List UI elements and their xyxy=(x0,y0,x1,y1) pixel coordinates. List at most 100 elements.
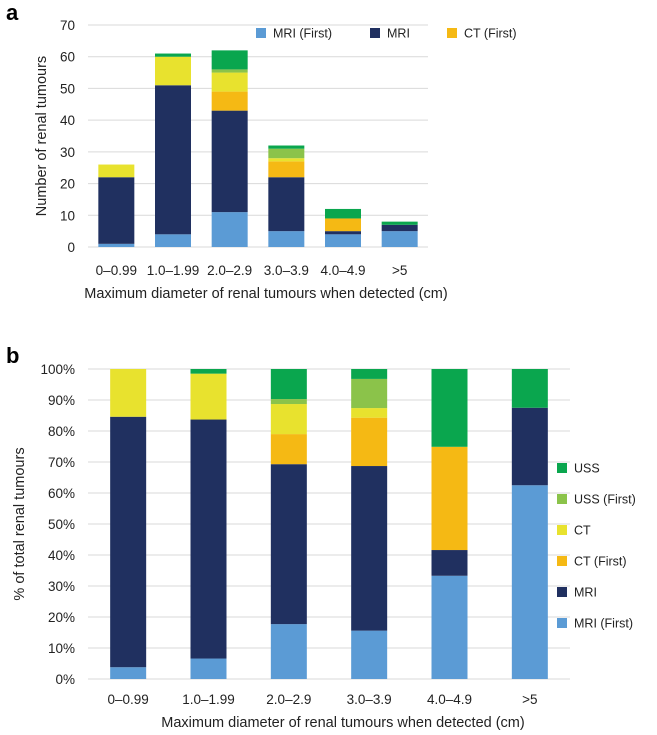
panel-a-bar-uss-3 xyxy=(211,50,248,70)
panel-b-bar-ct-first-5 xyxy=(431,446,468,551)
panel-b-bar-mri-2 xyxy=(190,419,227,659)
panel-b-legend-label-uss-first: USS (First) xyxy=(574,493,636,507)
panel-b-y-tick-label: 10% xyxy=(48,641,75,656)
panel-a-legend-swatch-ct-first xyxy=(447,28,457,38)
panel-a-x-tick-label: 0–0.99 xyxy=(96,263,137,278)
panel-a-bar-ct-first-5 xyxy=(325,218,361,232)
panel-a-y-tick-label: 40 xyxy=(60,113,75,128)
panel-a-x-axis-title: Maximum diameter of renal tumours when d… xyxy=(84,286,447,302)
panel-a-bar-uss-first-3 xyxy=(211,69,248,73)
panel-a-bar-mri-first-2 xyxy=(155,234,191,247)
panel-a-y-tick-label: 50 xyxy=(60,81,75,96)
panel-b-legend-swatch-uss xyxy=(557,463,567,473)
panel-b-x-tick-label: 2.0–2.9 xyxy=(266,692,311,707)
panel-a-bar-mri-5 xyxy=(325,231,361,235)
panel-b-bar-mri-first-4 xyxy=(351,630,388,679)
panel-a-x-tick-label: 2.0–2.9 xyxy=(207,263,252,278)
panel-a-bar-mri-first-6 xyxy=(381,231,418,247)
panel-b-bar-ct-first-3 xyxy=(270,434,307,465)
panel-b-bar-ct-2 xyxy=(190,373,227,420)
panel-a-bar-mri-2 xyxy=(155,85,191,235)
panel-b-legend-swatch-mri xyxy=(557,587,567,597)
panel-b-bar-uss-4 xyxy=(351,369,388,379)
panel-b-bar-uss-3 xyxy=(270,369,307,400)
panel-b-x-tick-label: 0–0.99 xyxy=(108,692,149,707)
panel-a-y-tick-label: 0 xyxy=(67,240,75,255)
panel-b-y-tick-label: 90% xyxy=(48,393,75,408)
panel-a-bar-uss-4 xyxy=(268,145,305,149)
panel-b-x-axis-title: Maximum diameter of renal tumours when d… xyxy=(161,715,524,731)
panel-a-chart: 0 10 20 30 40 50 60 70 0–0.99 1.0–1.99 2.0–2.9 3.0–… xyxy=(34,18,517,302)
panel-a-bar-ct-first-3 xyxy=(211,91,248,111)
panel-b-y-tick-label: 30% xyxy=(48,579,75,594)
panel-a-y-tick-label: 60 xyxy=(60,50,75,65)
panel-b-legend-label-mri: MRI xyxy=(574,586,597,600)
panel-b-legend-label-ct-first: CT (First) xyxy=(574,555,627,569)
panel-a-x-tick-label: 4.0–4.9 xyxy=(320,263,365,278)
panel-b-y-tick-label: 60% xyxy=(48,486,75,501)
panel-a-bar-ct-3 xyxy=(211,72,248,92)
panel-a-bar-uss-first-4 xyxy=(268,148,305,159)
panel-a-legend-label-mri: MRI xyxy=(387,27,410,41)
panel-b-y-tick-label: 20% xyxy=(48,610,75,625)
panel-a-x-tick-label: 1.0–1.99 xyxy=(147,263,200,278)
panel-a-bar-ct-1 xyxy=(98,164,135,178)
panel-a-legend-swatch-mri-first xyxy=(256,28,266,38)
panel-a-bar-mri-first-3 xyxy=(211,212,248,247)
panel-b-bar-mri-6 xyxy=(511,407,548,486)
panel-b-bar-mri-first-2 xyxy=(190,658,227,679)
panel-a-bar-uss-5 xyxy=(325,208,361,219)
panel-a-legend-label-ct-first: CT (First) xyxy=(464,27,517,41)
panel-a-y-tick-label: 70 xyxy=(60,18,75,33)
panel-b-y-tick-label: 70% xyxy=(48,455,75,470)
panel-a-bar-mri-3 xyxy=(211,110,248,213)
panel-b-bar-uss-first-4 xyxy=(351,378,388,409)
panel-a-bar-ct-2 xyxy=(155,56,191,86)
panel-a-bar-mri-4 xyxy=(268,177,305,232)
panel-b-legend-swatch-uss-first xyxy=(557,494,567,504)
panel-b-letter: b xyxy=(6,343,19,368)
panel-a-bar-mri-first-1 xyxy=(98,243,135,247)
panel-b-y-tick-label: 40% xyxy=(48,548,75,563)
panel-b-y-tick-label: 50% xyxy=(48,517,75,532)
panel-b-legend-swatch-ct xyxy=(557,525,567,535)
panel-b-legend-label-mri-first: MRI (First) xyxy=(574,617,633,631)
panel-a-y-tick-label: 10 xyxy=(60,208,75,223)
panel-a-y-tick-label: 20 xyxy=(60,177,75,192)
panel-b-bar-ct-3 xyxy=(270,404,307,435)
panel-b-bar-mri-3 xyxy=(270,464,307,625)
panel-b-bar-ct-4 xyxy=(351,408,388,418)
panel-b-x-tick-label: >5 xyxy=(522,692,537,707)
panel-a-bar-ct-first-4 xyxy=(268,161,305,178)
panel-b-bar-uss-2 xyxy=(190,369,227,374)
panel-b-bar-mri-first-3 xyxy=(270,624,307,679)
panel-a-x-tick-label: 3.0–3.9 xyxy=(264,263,309,278)
panel-a-bar-uss-2 xyxy=(155,53,191,57)
panel-b-y-tick-label: 100% xyxy=(40,362,75,377)
panel-b-x-tick-label: 3.0–3.9 xyxy=(347,692,392,707)
panel-b-chart: 0% 10% 20% 30% 40% 50% 60% 70% 80% 90% 100% 0–0.99 1… xyxy=(12,362,636,731)
panel-b-legend-swatch-mri-first xyxy=(557,618,567,628)
panel-b-bar-ct-1 xyxy=(110,369,147,417)
panel-b-x-tick-label: 1.0–1.99 xyxy=(182,692,235,707)
panel-b-y-axis-title: % of total renal tumours xyxy=(12,447,28,600)
panel-a-legend-label-mri-first: MRI (First) xyxy=(273,27,332,41)
panel-a-y-axis-title: Number of renal tumours xyxy=(34,56,50,216)
panel-b-bar-uss-6 xyxy=(511,369,548,408)
panel-a-letter: a xyxy=(6,0,19,25)
panel-a-bar-mri-first-4 xyxy=(268,231,305,247)
panel-a-x-tick-label: >5 xyxy=(392,263,407,278)
panel-b-bar-uss-5 xyxy=(431,369,468,447)
panel-a-bar-mri-first-5 xyxy=(325,234,361,247)
panel-b-y-tick-label: 80% xyxy=(48,424,75,439)
panel-b-bar-mri-4 xyxy=(351,466,388,631)
panel-a-y-tick-label: 30 xyxy=(60,145,75,160)
panel-a-bar-mri-6 xyxy=(381,224,418,232)
panel-b-bar-ct-first-4 xyxy=(351,417,388,467)
panel-b-bar-mri-first-6 xyxy=(511,485,548,679)
panel-b-legend-swatch-ct-first xyxy=(557,556,567,566)
panel-b-bar-mri-5 xyxy=(431,550,468,576)
panel-a-legend-swatch-mri xyxy=(370,28,380,38)
panel-a-bar-uss-6 xyxy=(381,221,418,225)
panel-a-bar-mri-1 xyxy=(98,177,135,244)
